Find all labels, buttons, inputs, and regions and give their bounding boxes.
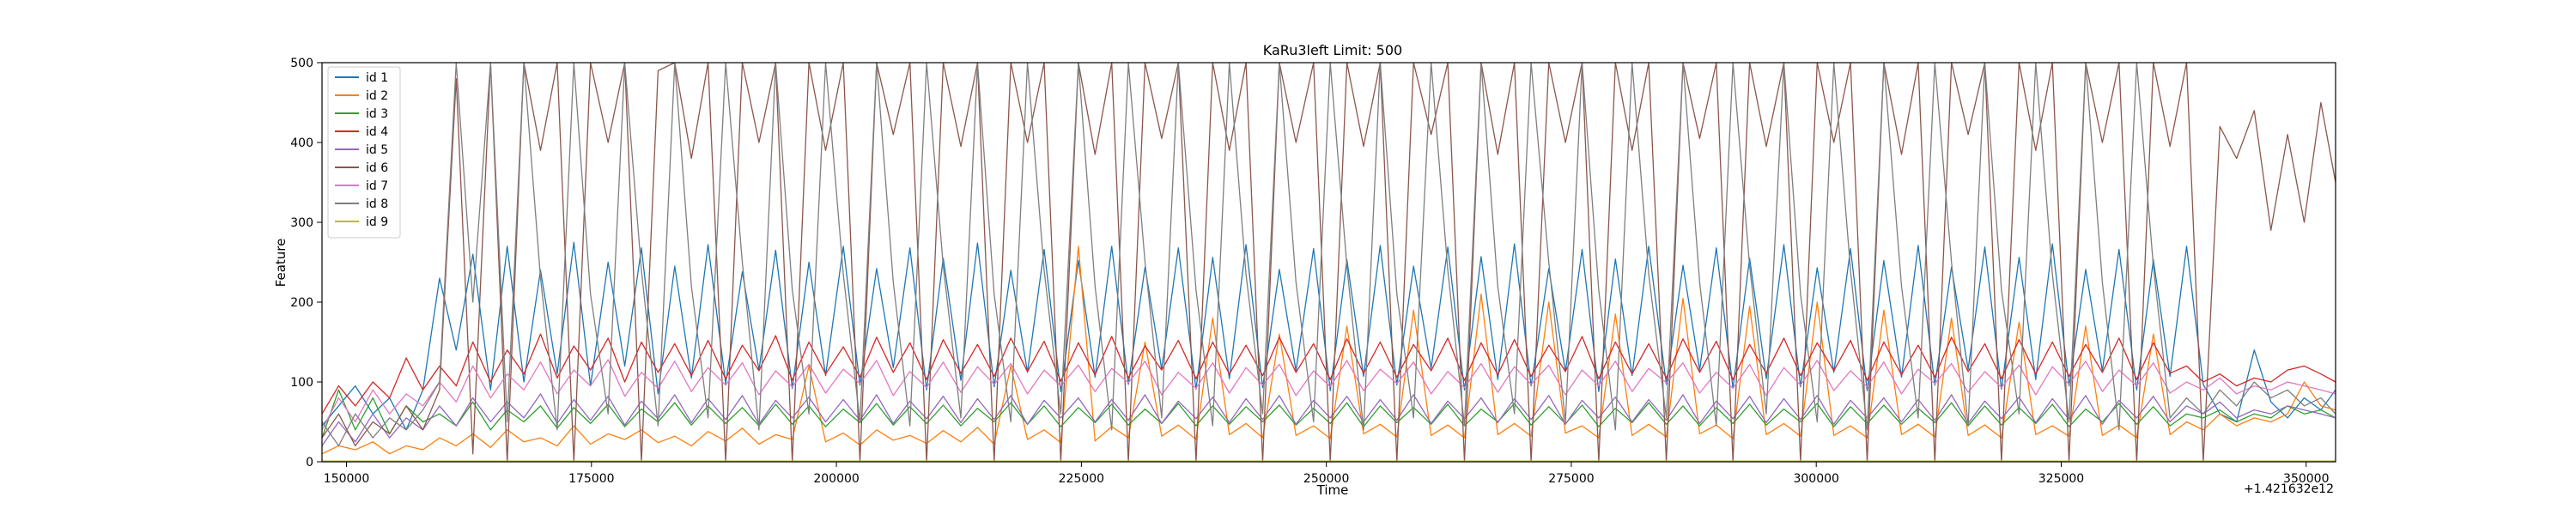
series-line-7 (321, 359, 2336, 431)
x-tick-label: 325000 (2038, 472, 2084, 486)
series-line-1 (321, 241, 2336, 431)
x-tick-label: 300000 (1793, 472, 1838, 486)
legend-label: id 3 (366, 107, 388, 121)
x-tick-label: 225000 (1059, 472, 1104, 486)
legend-label: id 5 (366, 143, 388, 157)
plot-frame (321, 62, 2336, 463)
legend: id 1 id 2 id 3 id 4 id 5 id 6 id 7 id 8 id 9 (327, 66, 401, 239)
y-tick-label: 400 (290, 136, 313, 150)
legend-label: id 8 (366, 197, 388, 211)
series-lines (321, 62, 2336, 463)
y-tick-label: 200 (290, 296, 313, 310)
y-tick-label: 500 (290, 57, 313, 70)
legend-label: id 1 (366, 71, 388, 85)
legend-label: id 7 (366, 179, 388, 193)
series-line-2 (321, 245, 2336, 455)
y-tick-label: 0 (306, 456, 313, 470)
x-tick-label: 350000 (2283, 472, 2329, 486)
series-line-6 (321, 62, 2336, 463)
x-tick-label: 175000 (568, 472, 614, 486)
legend-label: id 4 (366, 125, 388, 139)
axis-ticks: 150000 175000 200000 225000 250000 275000 3000… (290, 57, 2329, 486)
legend-box (327, 66, 401, 239)
legend-label: id 6 (366, 161, 388, 175)
x-tick-label: 200000 (813, 472, 859, 486)
x-tick-label: 250000 (1303, 472, 1349, 486)
series-line-4 (321, 333, 2336, 415)
y-tick-label: 100 (290, 376, 313, 390)
x-tick-label: 150000 (324, 472, 369, 486)
series-line-8 (321, 62, 2336, 447)
chart-title: KaRu3left Limit: 500 (1263, 42, 1402, 58)
x-tick-label: 275000 (1548, 472, 1594, 486)
legend-label: id 2 (366, 89, 388, 103)
legend-label: id 9 (366, 215, 388, 229)
y-tick-label: 300 (290, 216, 313, 230)
x-axis-offset-label: +1.421632e12 (2244, 482, 2334, 496)
y-axis-label: Feature (273, 239, 289, 288)
x-axis-label: Time (1316, 482, 1349, 498)
